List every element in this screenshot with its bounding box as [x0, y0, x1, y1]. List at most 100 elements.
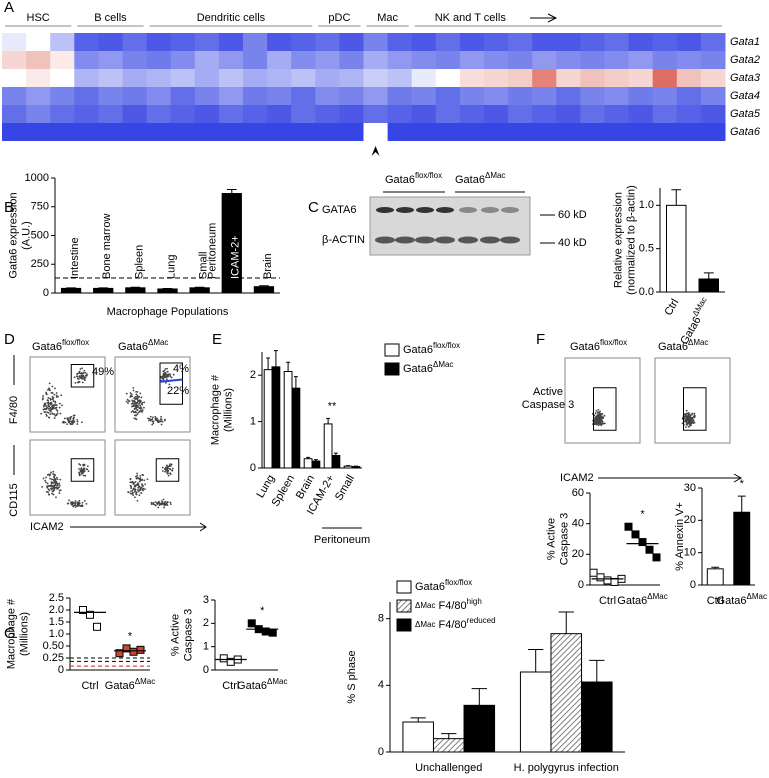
- point: [624, 522, 633, 531]
- heatmap-cell: [676, 105, 702, 123]
- y-tick-label: 0: [43, 287, 49, 299]
- heatmap-cell: [628, 87, 654, 105]
- bar: [60, 287, 82, 294]
- flow-event: [53, 413, 56, 416]
- flow-event: [597, 419, 600, 422]
- heatmap-cell: [508, 69, 533, 87]
- flow-event: [51, 492, 53, 495]
- flow-event: [135, 395, 137, 398]
- flow-event: [694, 415, 696, 417]
- error-bar: [266, 357, 271, 370]
- legend-label: Gata6flox/flox: [415, 578, 472, 593]
- flow-event: [137, 411, 140, 414]
- flow-event: [163, 372, 166, 375]
- bar: [402, 721, 434, 753]
- flow-event: [58, 406, 61, 409]
- flow-event: [141, 478, 144, 481]
- flow-event: [54, 404, 57, 406]
- flow-event: [143, 401, 146, 404]
- heatmap-cell: [26, 33, 51, 51]
- bar: [303, 458, 313, 469]
- heatmap-cell: [411, 33, 437, 51]
- heatmap-cell: [604, 69, 630, 87]
- heatmap-cell: [580, 87, 605, 105]
- heatmap-cell: [700, 33, 726, 51]
- flow-event: [45, 391, 48, 394]
- heatmap-cell: [435, 33, 461, 51]
- flow-event: [58, 402, 61, 405]
- y-axis-label: (Millions): [18, 612, 30, 656]
- gate: [683, 387, 707, 431]
- y-tick-label: 2: [250, 369, 256, 381]
- flow-event: [162, 470, 164, 472]
- flow-event: [601, 422, 604, 425]
- significance: *: [740, 478, 745, 490]
- heatmap-cell: [700, 51, 726, 69]
- heatmap-cell: [170, 69, 196, 87]
- flow-event: [133, 397, 136, 399]
- flow-event: [66, 502, 69, 505]
- flow-event: [76, 420, 79, 423]
- error-bar: [226, 189, 237, 194]
- flow-event: [135, 390, 137, 393]
- band: [501, 207, 519, 213]
- gate: [155, 458, 180, 482]
- point: [268, 628, 277, 637]
- category-label: Ctrl: [599, 595, 616, 607]
- flow-event: [56, 484, 59, 487]
- heatmap-cell: [700, 69, 726, 87]
- flow-event: [160, 423, 163, 426]
- flow-event: [67, 419, 69, 421]
- flow-event: [70, 501, 72, 504]
- heatmap-cell: [387, 87, 413, 105]
- panel-label: C: [308, 199, 319, 216]
- flow-event: [134, 480, 137, 483]
- flow-event: [84, 379, 86, 382]
- flow-event: [160, 502, 163, 505]
- flow-event: [56, 486, 59, 489]
- heatmap-cell: [122, 87, 148, 105]
- column-label-main: Gata6: [570, 341, 600, 353]
- heatmap-cell: [508, 51, 533, 69]
- band: [459, 207, 477, 213]
- heatmap-cell: [339, 33, 364, 51]
- flow-event: [83, 470, 86, 472]
- flow-event: [138, 407, 141, 410]
- heatmap-cell: [411, 123, 437, 141]
- point: [589, 568, 598, 577]
- flow-event: [166, 501, 169, 504]
- heatmap-cell: [387, 51, 413, 69]
- flow-event: [136, 413, 139, 416]
- flow-event: [160, 415, 163, 418]
- flow-event: [139, 487, 142, 490]
- flow-event: [136, 394, 139, 397]
- heatmap-cell: [98, 69, 123, 87]
- flow-event: [55, 476, 58, 479]
- flow-event: [136, 405, 138, 407]
- flow-event: [50, 488, 53, 491]
- flow-event: [690, 418, 693, 421]
- flow-event: [79, 368, 82, 370]
- flow-event: [158, 500, 160, 503]
- flow-event: [74, 506, 77, 509]
- flow-event: [136, 391, 139, 393]
- gene-label: Gata1: [730, 36, 760, 48]
- flow-event: [55, 396, 58, 398]
- legend-name: Gata6: [415, 581, 445, 593]
- flow-event: [687, 412, 690, 414]
- flow-event: [595, 417, 598, 419]
- flow-event: [597, 414, 600, 417]
- flow-event: [82, 474, 85, 477]
- flow-event: [131, 405, 133, 408]
- point: [86, 610, 94, 619]
- flow-event: [71, 502, 74, 505]
- flow-event: [154, 504, 157, 507]
- heatmap-cell: [315, 33, 340, 51]
- y-tick-label: 8: [378, 613, 384, 625]
- y-tick-label: 40: [572, 518, 584, 530]
- flow-event: [594, 417, 596, 420]
- flow-event: [125, 400, 128, 403]
- flow-event: [595, 420, 598, 422]
- band: [480, 236, 500, 244]
